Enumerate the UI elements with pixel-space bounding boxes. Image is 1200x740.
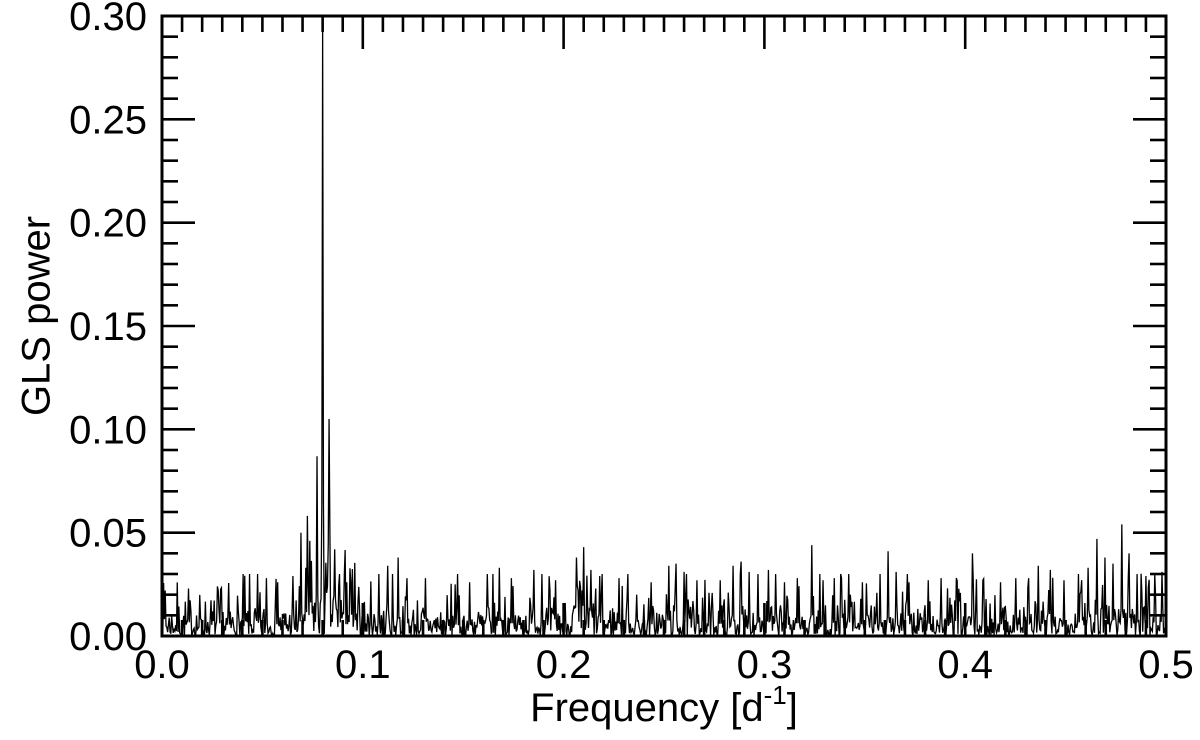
y-tick-label: 0.10 (69, 408, 147, 452)
x-axis-label-bracket: ] (786, 686, 798, 730)
y-tick-label: 0.15 (69, 305, 147, 349)
x-tick-label: 0.0 (134, 643, 190, 687)
x-axis-label-text: Frequency [d (530, 686, 764, 730)
y-tick-label: 0.05 (69, 512, 147, 556)
periodogram-series-line (161, 30, 1167, 639)
x-tick-label: 0.2 (536, 643, 592, 687)
y-tick-label: 0.25 (69, 98, 147, 142)
x-tick-label: 0.1 (335, 643, 391, 687)
y-tick-label: 0.30 (69, 0, 147, 39)
plot-frame (160, 14, 1168, 638)
x-axis-label-superscript: -1 (763, 680, 787, 710)
y-axis-label: GLS power (14, 215, 59, 417)
x-tick-label: 0.3 (737, 643, 793, 687)
y-tick-label: 0.20 (69, 202, 147, 246)
x-tick-label: 0.4 (937, 643, 993, 687)
x-axis-label: Frequency [d-1] (162, 680, 1166, 731)
x-tick-label: 0.5 (1138, 643, 1194, 687)
y-tick-label: 0.00 (69, 615, 147, 659)
